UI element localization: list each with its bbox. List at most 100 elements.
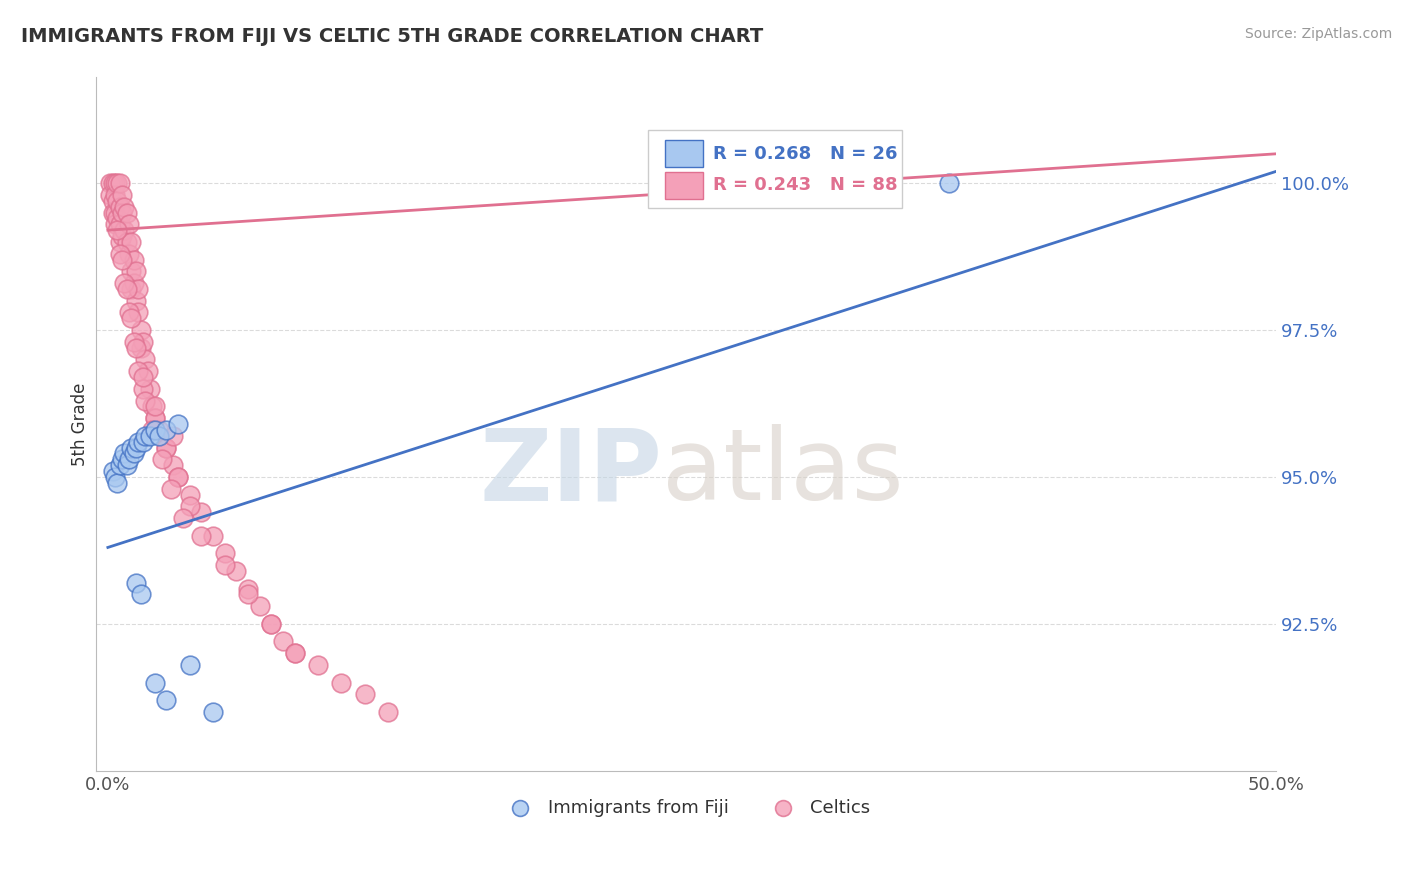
Point <box>105 176 128 190</box>
Point <box>132 334 155 349</box>
Point <box>111 188 134 202</box>
Point <box>112 223 135 237</box>
Point <box>115 205 138 219</box>
Point <box>134 393 156 408</box>
Point <box>120 311 142 326</box>
Point <box>120 264 142 278</box>
Point <box>115 235 138 249</box>
Point <box>122 446 145 460</box>
Point <box>179 487 201 501</box>
Point <box>143 423 166 437</box>
Point <box>167 470 190 484</box>
Point <box>127 364 149 378</box>
Point <box>353 687 375 701</box>
Point <box>249 599 271 614</box>
Point <box>136 364 159 378</box>
Point <box>118 452 141 467</box>
Point <box>112 446 135 460</box>
Point <box>108 458 131 473</box>
Point <box>105 194 128 208</box>
Point <box>330 675 353 690</box>
Point <box>118 217 141 231</box>
Point <box>104 188 127 202</box>
Point <box>148 429 170 443</box>
Point <box>108 246 131 260</box>
Point <box>143 675 166 690</box>
Point <box>132 370 155 384</box>
Point <box>122 276 145 290</box>
Point <box>201 529 224 543</box>
Point <box>141 423 163 437</box>
Point <box>201 705 224 719</box>
Point <box>115 458 138 473</box>
Point <box>112 200 135 214</box>
Text: R = 0.243   N = 88: R = 0.243 N = 88 <box>713 177 897 194</box>
Point <box>172 511 194 525</box>
Text: ZIP: ZIP <box>479 424 662 521</box>
Point <box>111 252 134 267</box>
Point <box>101 464 124 478</box>
Point <box>155 441 177 455</box>
Point <box>167 470 190 484</box>
Point <box>155 441 177 455</box>
Point <box>125 293 148 308</box>
Point <box>127 282 149 296</box>
Point <box>125 575 148 590</box>
Point <box>104 176 127 190</box>
Point <box>101 194 124 208</box>
Point <box>129 587 152 601</box>
Point <box>129 341 152 355</box>
Point <box>111 452 134 467</box>
Point <box>105 475 128 490</box>
Point <box>190 529 212 543</box>
Point <box>148 423 170 437</box>
Point <box>122 252 145 267</box>
Point <box>179 657 201 672</box>
Point <box>155 423 177 437</box>
Point <box>143 411 166 425</box>
Point <box>143 411 166 425</box>
Point <box>132 434 155 449</box>
Point <box>111 229 134 244</box>
Point <box>104 470 127 484</box>
Y-axis label: 5th Grade: 5th Grade <box>72 383 89 466</box>
Point <box>139 382 162 396</box>
Point <box>179 500 201 514</box>
Point <box>307 657 329 672</box>
Point <box>118 246 141 260</box>
Point <box>101 176 124 190</box>
Point <box>108 200 131 214</box>
Point <box>98 176 121 190</box>
Point <box>134 352 156 367</box>
Point <box>155 693 177 707</box>
Point <box>108 176 131 190</box>
Point <box>108 217 131 231</box>
Point <box>938 176 960 190</box>
Point <box>143 400 166 414</box>
Legend: Immigrants from Fiji, Celtics: Immigrants from Fiji, Celtics <box>495 791 877 824</box>
Point <box>127 434 149 449</box>
Point <box>129 323 152 337</box>
Text: Source: ZipAtlas.com: Source: ZipAtlas.com <box>1244 27 1392 41</box>
Point <box>160 482 183 496</box>
Point <box>122 334 145 349</box>
Point <box>104 217 127 231</box>
Text: IMMIGRANTS FROM FIJI VS CELTIC 5TH GRADE CORRELATION CHART: IMMIGRANTS FROM FIJI VS CELTIC 5TH GRADE… <box>21 27 763 45</box>
Point <box>377 705 399 719</box>
Point <box>120 235 142 249</box>
Point <box>284 646 307 660</box>
Point <box>115 282 138 296</box>
Point <box>162 458 184 473</box>
Point <box>105 223 128 237</box>
Point <box>260 616 283 631</box>
Point <box>284 646 307 660</box>
Point <box>98 188 121 202</box>
Point <box>271 634 294 648</box>
Point <box>101 205 124 219</box>
Point <box>260 616 283 631</box>
Point <box>134 429 156 443</box>
Point <box>120 282 142 296</box>
Text: atlas: atlas <box>662 424 904 521</box>
Point <box>214 558 236 572</box>
Point <box>141 400 163 414</box>
